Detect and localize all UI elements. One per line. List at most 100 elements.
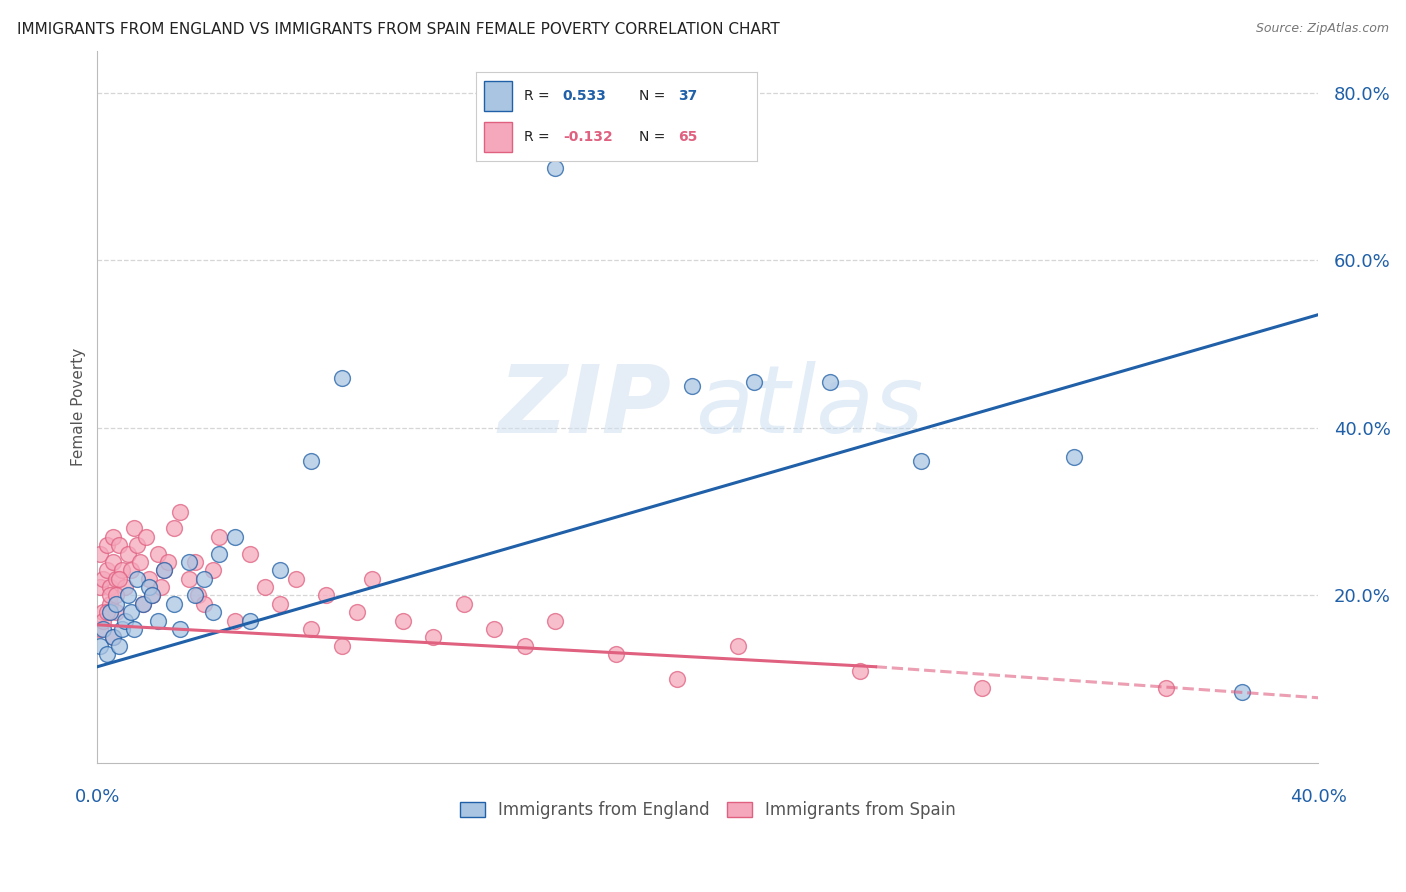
Point [330,639,353,653]
Point [330,370,353,384]
Point [104,605,127,619]
Point [193,597,215,611]
Point [682,379,704,393]
Point [101,530,124,544]
Point [727,639,749,653]
Point [453,597,475,611]
Text: ZIP: ZIP [498,361,671,453]
Point [141,589,163,603]
Point [98,580,121,594]
Point [101,631,124,645]
Text: Source: ZipAtlas.com: Source: ZipAtlas.com [1256,22,1389,36]
Point [120,563,142,577]
Point [202,605,225,619]
Point [93,622,115,636]
Point [361,572,384,586]
Point [254,580,277,594]
Point [135,530,157,544]
Point [299,622,322,636]
Point [141,589,163,603]
Point [153,563,176,577]
Point [98,605,121,619]
Point [544,161,567,175]
Point [104,589,127,603]
Text: 40.0%: 40.0% [1289,788,1347,806]
Point [193,572,215,586]
Point [117,547,139,561]
Point [89,622,111,636]
Point [153,563,176,577]
Point [132,597,155,611]
Point [156,555,179,569]
Point [299,454,322,468]
Point [122,622,145,636]
Point [391,614,413,628]
Text: 0.0%: 0.0% [75,788,120,806]
Point [101,631,124,645]
Point [972,681,994,695]
Point [125,572,148,586]
Point [163,597,186,611]
Point [114,614,136,628]
Point [125,538,148,552]
Point [208,547,231,561]
Point [101,555,124,569]
Point [315,589,337,603]
Point [111,563,134,577]
Point [163,521,186,535]
Point [148,547,170,561]
Point [104,597,127,611]
Point [98,597,121,611]
Point [269,597,291,611]
Point [93,614,115,628]
Legend: Immigrants from England, Immigrants from Spain: Immigrants from England, Immigrants from… [453,795,962,826]
Point [910,454,932,468]
Point [132,597,155,611]
Point [284,572,307,586]
Point [148,614,170,628]
Point [93,572,115,586]
Point [96,563,118,577]
Point [208,530,231,544]
Point [111,622,134,636]
Point [1230,685,1253,699]
Point [224,530,246,544]
Point [187,589,209,603]
Point [169,505,191,519]
Point [742,375,765,389]
Point [98,589,121,603]
Y-axis label: Female Poverty: Female Poverty [72,348,86,466]
Point [104,572,127,586]
Point [202,563,225,577]
Point [89,547,111,561]
Point [96,647,118,661]
Point [818,375,841,389]
Point [107,538,129,552]
Point [513,639,536,653]
Point [177,555,200,569]
Point [150,580,173,594]
Point [239,547,262,561]
Point [122,521,145,535]
Point [1154,681,1177,695]
Point [666,673,689,687]
Point [849,664,872,678]
Point [93,605,115,619]
Point [177,572,200,586]
Point [114,580,136,594]
Point [184,589,207,603]
Point [117,589,139,603]
Point [96,605,118,619]
Point [120,605,142,619]
Point [224,614,246,628]
Point [107,572,129,586]
Point [107,639,129,653]
Point [184,555,207,569]
Point [482,622,505,636]
Point [89,580,111,594]
Point [169,622,191,636]
Point [96,538,118,552]
Point [422,631,444,645]
Point [239,614,262,628]
Point [605,647,627,661]
